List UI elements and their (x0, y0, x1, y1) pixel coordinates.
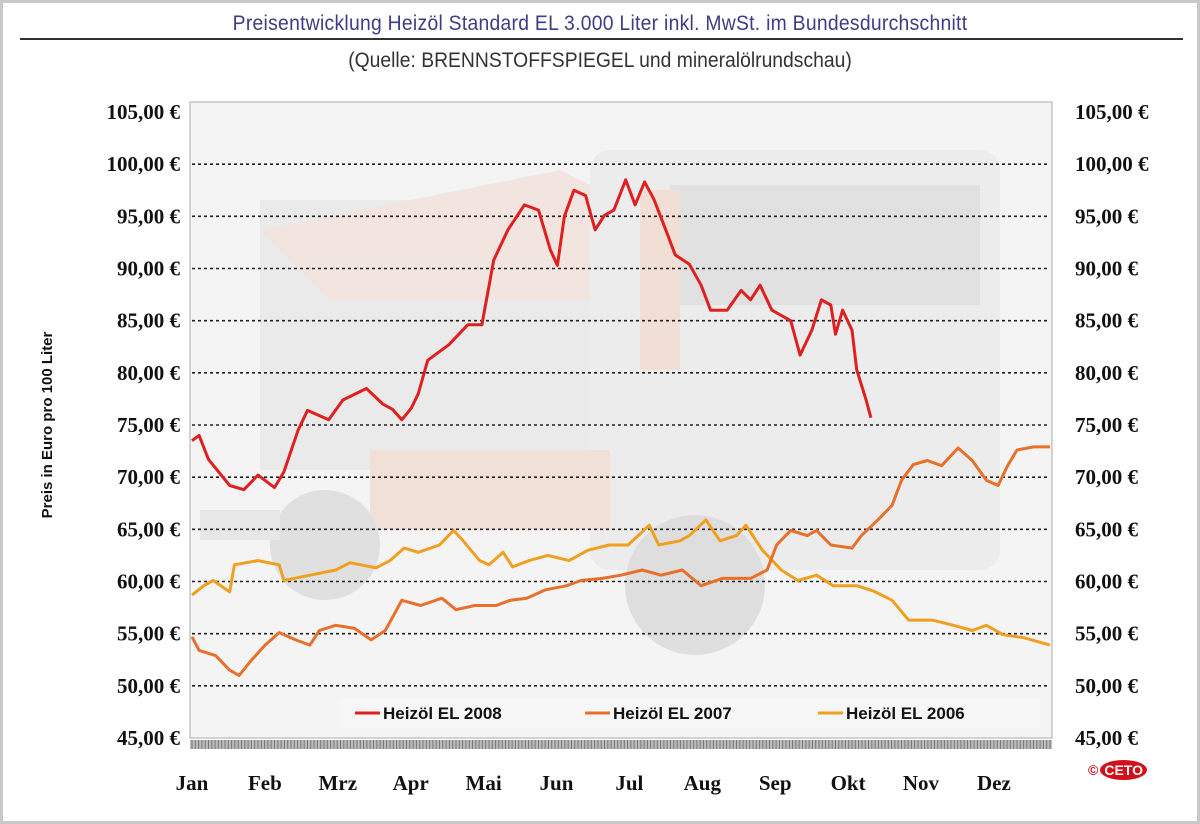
truck-cab-stripe (640, 190, 680, 370)
x-tick-label: Feb (248, 771, 282, 795)
y-tick-label-right: 80,00 € (1075, 361, 1139, 385)
y-tick-label-right: 85,00 € (1075, 309, 1139, 333)
truck-side-box (370, 450, 610, 530)
y-tick-label-right: 100,00 € (1075, 152, 1149, 176)
y-tick-label-left: 65,00 € (117, 517, 181, 541)
y-tick-label-right: 50,00 € (1075, 674, 1139, 698)
legend (340, 698, 1040, 728)
x-tick-label: Mrz (319, 771, 357, 795)
x-tick-label: Nov (903, 771, 940, 795)
y-tick-label-left: 70,00 € (117, 465, 181, 489)
x-tick-label: Jul (615, 771, 643, 795)
ceto-logo: © CETO (1088, 760, 1147, 780)
y-tick-label-left: 105,00 € (107, 100, 181, 124)
y-tick-label-right: 65,00 € (1075, 517, 1139, 541)
truck-windshield (670, 185, 980, 305)
y-tick-label-right: 70,00 € (1075, 465, 1139, 489)
chart-title: Preisentwicklung Heizöl Standard EL 3.00… (232, 12, 968, 35)
x-tick-label: Jan (176, 771, 209, 795)
y-axis-title: Preis in Euro pro 100 Liter (39, 331, 56, 518)
y-tick-label-left: 50,00 € (117, 674, 181, 698)
y-tick-label-right: 90,00 € (1075, 257, 1139, 281)
y-tick-label-right: 45,00 € (1075, 726, 1139, 750)
y-tick-label-left: 45,00 € (117, 726, 181, 750)
y-tick-label-right: 60,00 € (1075, 570, 1139, 594)
title-underline (20, 38, 1183, 40)
truck-tank-stripe (260, 170, 620, 300)
legend-label: Heizöl EL 2006 (846, 704, 965, 723)
y-tick-label-left: 80,00 € (117, 361, 181, 385)
truck-wheel (625, 515, 765, 655)
y-tick-label-left: 85,00 € (117, 309, 181, 333)
x-tick-label: Sep (759, 771, 792, 795)
y-tick-label-right: 75,00 € (1075, 413, 1139, 437)
x-tick-label: Apr (393, 771, 429, 795)
x-tick-label: Dez (977, 771, 1011, 795)
y-tick-label-left: 95,00 € (117, 204, 181, 228)
logo-text: CETO (1100, 760, 1147, 780)
chart-subtitle: (Quelle: BRENNSTOFFSPIEGEL und mineralöl… (348, 49, 852, 72)
series-line-heizöl-el-2007 (190, 445, 1050, 677)
y-tick-label-right: 95,00 € (1075, 204, 1139, 228)
series-line-heizöl-el-2006 (191, 518, 1051, 647)
y-tick-label-left: 60,00 € (117, 570, 181, 594)
legend-label: Heizöl EL 2008 (383, 704, 502, 723)
truck-rear (200, 510, 280, 540)
y-tick-label-right: 105,00 € (1075, 100, 1149, 124)
x-tick-label: Jun (540, 771, 574, 795)
x-tick-label: Okt (831, 771, 866, 795)
series-line-heizöl-el-2008 (191, 178, 873, 492)
copyright-symbol: © (1088, 762, 1099, 778)
y-tick-label-left: 100,00 € (107, 152, 181, 176)
y-tick-label-right: 55,00 € (1075, 622, 1139, 646)
y-tick-label-left: 90,00 € (117, 257, 181, 281)
x-tick-label: Aug (684, 771, 722, 795)
legend-label: Heizöl EL 2007 (613, 704, 732, 723)
y-tick-label-left: 55,00 € (117, 622, 181, 646)
truck-wheel (270, 490, 380, 600)
x-tick-label: Mai (466, 771, 502, 795)
y-tick-label-left: 75,00 € (117, 413, 181, 437)
